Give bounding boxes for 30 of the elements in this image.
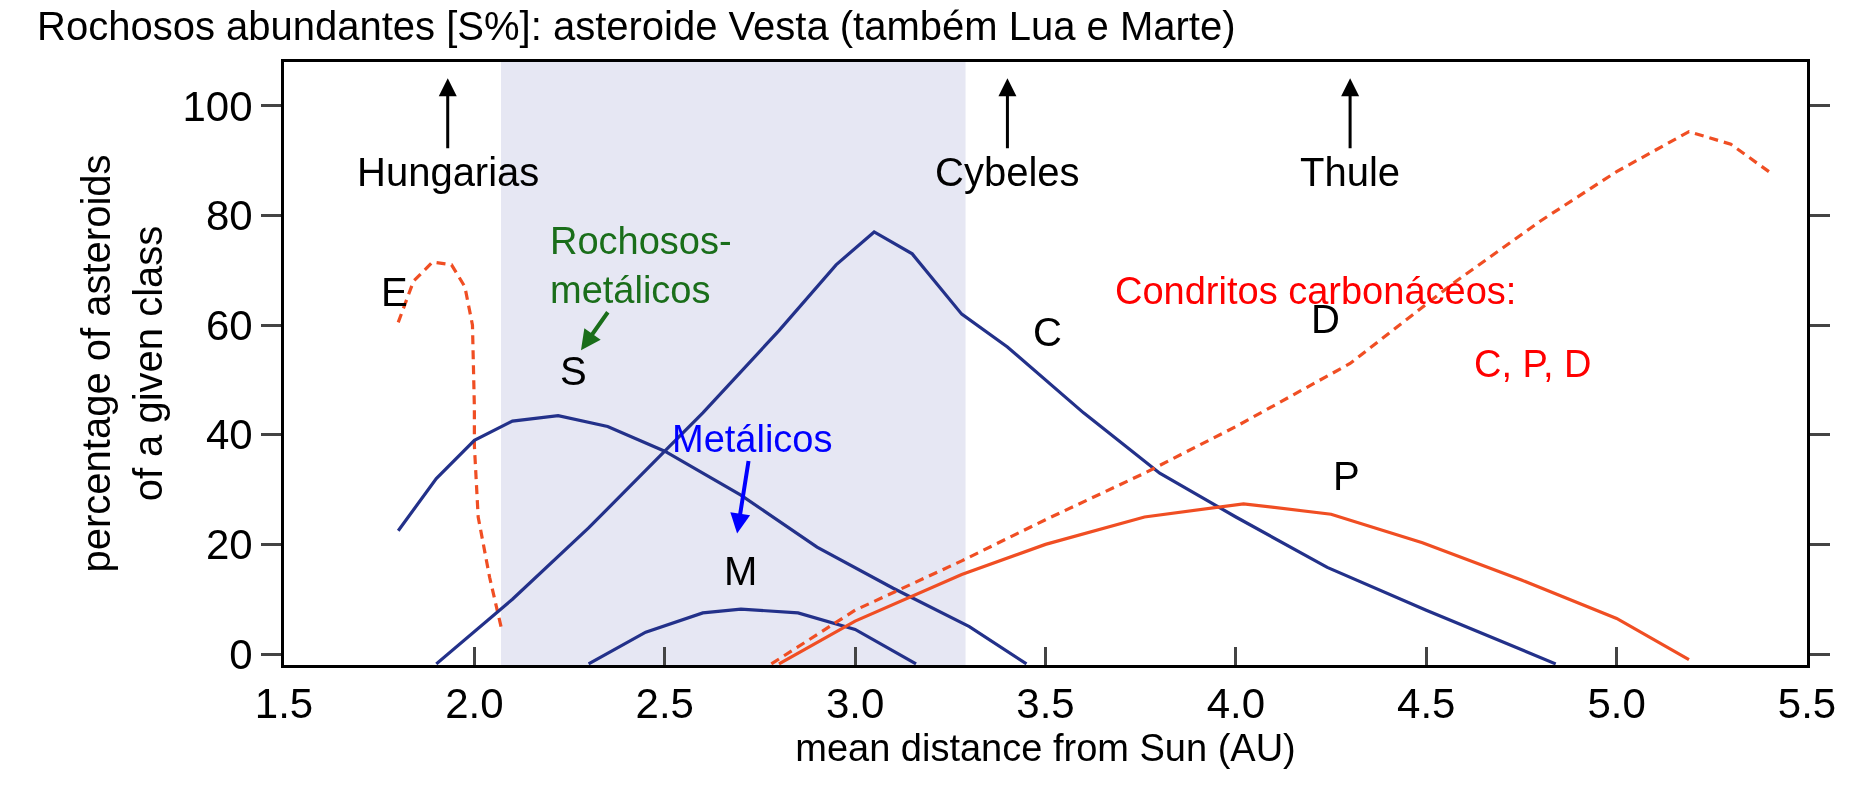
series-label: P	[1333, 454, 1360, 498]
x-tick-label: 4.5	[1397, 680, 1456, 728]
x-tick-label: 4.0	[1206, 680, 1266, 728]
x-tick-label: 5.5	[1777, 680, 1837, 728]
y-axis-title: percentage of asteroids of a given class	[74, 154, 171, 573]
x-tick-label: 5.0	[1587, 680, 1646, 728]
annotation: Cybeles	[935, 150, 1080, 194]
series-label: S	[560, 349, 587, 393]
annotation: Hungarias	[357, 150, 540, 194]
annotation: Rochosos- metálicos	[550, 220, 732, 312]
x-tick-label: 3.5	[1016, 680, 1075, 728]
x-tick-label: 2.5	[635, 680, 694, 728]
y-tick-label: 60	[205, 301, 253, 349]
series-label: C	[1033, 310, 1062, 354]
x-tick-label: 1.5	[254, 680, 314, 728]
series-label: E	[381, 270, 408, 314]
series-label: M	[724, 549, 758, 593]
x-axis-title: mean distance from Sun (AU)	[795, 727, 1296, 770]
x-tick-label: 3.0	[825, 680, 885, 728]
y-tick-label: 40	[205, 411, 253, 459]
y-tick-label: 80	[205, 192, 253, 240]
chart-title: Rochosos abundantes [S%]: asteroide Vesta (também Lua e Marte)	[37, 3, 1236, 48]
y-tick-label: 0	[229, 630, 253, 678]
annotation: Thule	[1300, 150, 1401, 194]
annotation: C, P, D	[1474, 343, 1592, 385]
x-tick-label: 2.0	[445, 680, 504, 728]
y-tick-label: 100	[182, 82, 253, 130]
y-tick-label: 20	[205, 521, 253, 569]
annotation: Metálicos	[672, 418, 833, 460]
line-series	[587, 607, 918, 665]
